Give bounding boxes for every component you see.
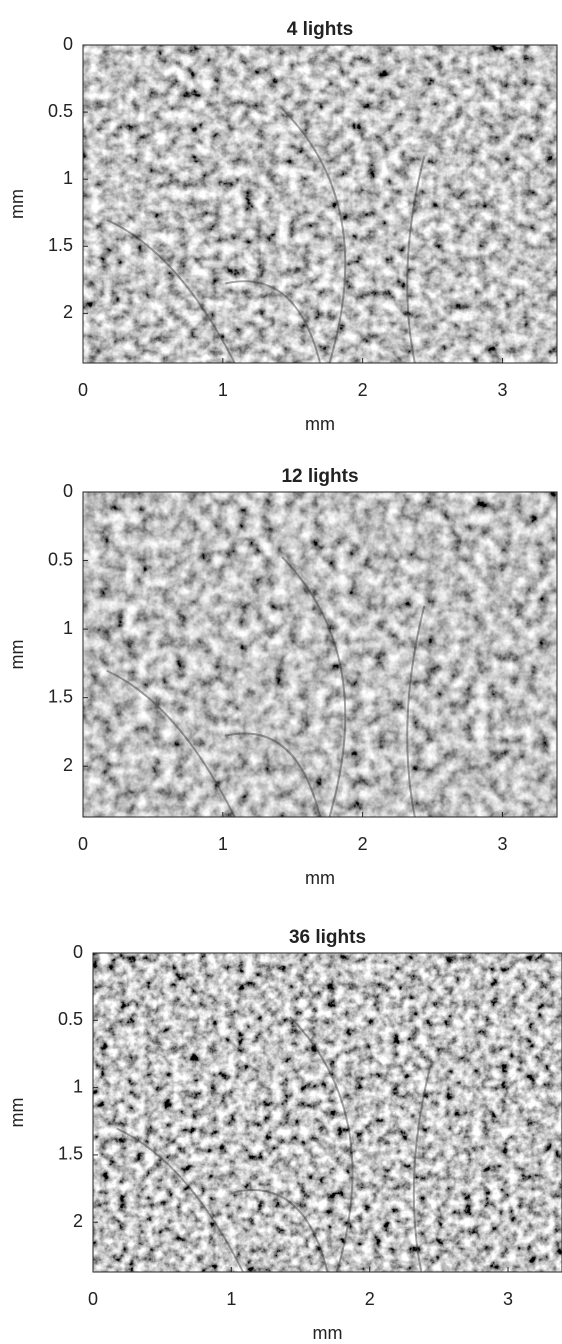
ridge [406, 605, 426, 818]
x-axis-label: mm [313, 1323, 343, 1343]
chart-title: 12 lights [281, 466, 358, 487]
y-tick-label: 0 [63, 34, 73, 54]
x-tick-label: 0 [88, 1289, 98, 1309]
x-tick-label: 1 [218, 380, 228, 400]
y-tick-label: 2 [73, 1211, 83, 1231]
ridge [224, 732, 321, 818]
ridge [281, 556, 347, 818]
y-tick-label: 2 [63, 302, 73, 322]
axes-box [82, 44, 558, 364]
chart-title: 4 lights [287, 19, 354, 40]
x-tick-label: 3 [503, 1289, 513, 1309]
y-tick-label: 1 [63, 168, 73, 188]
chart-title: 36 lights [289, 927, 366, 948]
x-tick-label: 3 [497, 380, 507, 400]
x-tick-label: 2 [365, 1289, 375, 1309]
ridge [233, 1188, 329, 1273]
y-axis-label: mm [7, 189, 27, 219]
y-tick-label: 0 [63, 481, 73, 501]
image [93, 953, 562, 1272]
x-tick-label: 0 [78, 380, 88, 400]
y-tick-label: 1 [63, 618, 73, 638]
ridge [412, 1064, 432, 1273]
y-tick-label: 2 [63, 755, 73, 775]
x-axis-label: mm [305, 414, 335, 434]
image [83, 492, 557, 817]
y-tick-label: 0.5 [58, 1009, 83, 1029]
y-tick-label: 1.5 [58, 1144, 83, 1164]
x-tick-label: 0 [78, 834, 88, 854]
image [83, 45, 557, 363]
ridge [406, 156, 426, 364]
y-tick-label: 0.5 [48, 549, 73, 569]
ridge [116, 1127, 244, 1273]
x-tick-label: 1 [226, 1289, 236, 1309]
x-axis-label: mm [305, 868, 335, 888]
x-tick-label: 1 [218, 834, 228, 854]
y-tick-label: 0 [73, 942, 83, 962]
x-tick-label: 3 [497, 834, 507, 854]
y-axis-label: mm [7, 1098, 27, 1128]
ridge [224, 280, 321, 364]
ridge [106, 669, 236, 818]
x-tick-label: 2 [358, 380, 368, 400]
y-tick-label: 1.5 [48, 235, 73, 255]
y-tick-label: 0.5 [48, 101, 73, 121]
ridge [106, 218, 236, 364]
y-axis-label: mm [7, 640, 27, 670]
x-tick-label: 2 [358, 834, 368, 854]
y-tick-label: 1.5 [48, 686, 73, 706]
y-tick-label: 1 [73, 1076, 83, 1096]
ridge [289, 1016, 354, 1273]
ridge [281, 107, 347, 364]
ridges [106, 556, 426, 818]
axes-box [82, 491, 558, 818]
axes-box [92, 952, 562, 1273]
ridges [106, 107, 426, 364]
ridges [116, 1016, 432, 1273]
